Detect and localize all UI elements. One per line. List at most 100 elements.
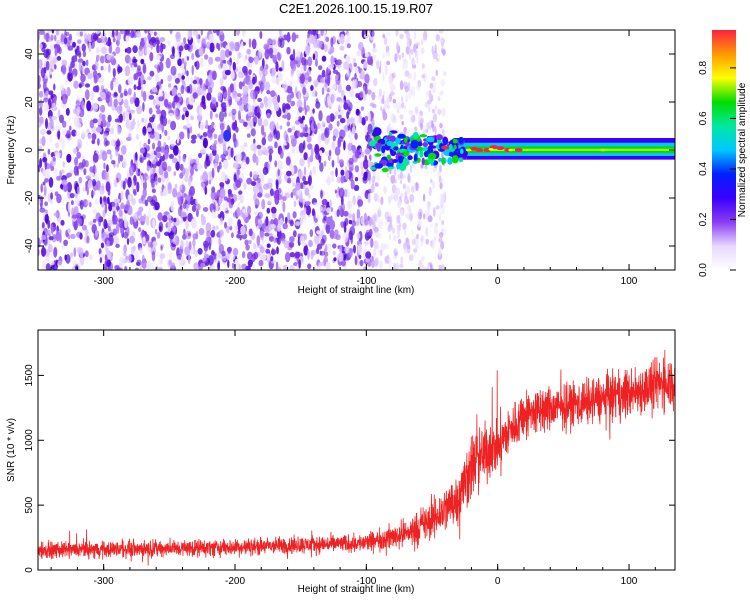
faint-noise-blob <box>378 206 381 211</box>
noise-blob <box>325 223 331 235</box>
noise-blob <box>264 69 269 76</box>
faint-noise-blob <box>373 42 376 49</box>
noise-blob <box>253 138 256 144</box>
noise-blob <box>223 91 228 98</box>
noise-blob <box>159 37 166 42</box>
noise-blob <box>359 90 364 98</box>
noise-blob <box>168 83 172 88</box>
noise-blob <box>356 217 360 226</box>
noise-blob <box>151 250 156 262</box>
faint-noise-blob <box>399 263 404 268</box>
noise-blob <box>81 224 88 231</box>
faint-noise-blob <box>388 94 392 103</box>
noise-blob <box>52 156 56 162</box>
faint-noise-blob <box>442 71 447 76</box>
noise-blob <box>363 219 369 226</box>
noise-blob <box>242 30 246 37</box>
noise-blob <box>268 47 274 55</box>
noise-blob <box>142 126 147 136</box>
noise-blob <box>332 84 337 90</box>
noise-blob <box>257 149 263 156</box>
noise-blob <box>269 68 273 74</box>
noise-blob <box>38 74 41 85</box>
noise-blob <box>326 207 332 214</box>
faint-noise-blob <box>424 164 428 170</box>
noise-blob <box>40 67 46 79</box>
noise-blob <box>48 90 54 96</box>
noise-blob <box>191 205 197 212</box>
noise-blob <box>193 164 198 170</box>
noise-blob <box>355 108 360 116</box>
noise-blob <box>319 206 323 212</box>
noise-blob <box>298 90 301 102</box>
noise-blob <box>205 236 211 242</box>
noise-blob <box>95 212 102 222</box>
noise-blob <box>54 47 58 57</box>
faint-noise-blob <box>387 254 390 264</box>
noise-blob <box>180 255 185 264</box>
noise-blob <box>330 207 334 212</box>
noise-blob <box>344 218 349 226</box>
faint-noise-blob <box>425 226 429 237</box>
noise-blob <box>190 139 197 144</box>
spectrogram-y-label: Frequency (Hz) <box>6 116 17 185</box>
faint-noise-blob <box>373 172 376 180</box>
faint-noise-blob <box>408 51 412 61</box>
noise-blob <box>164 129 168 136</box>
noise-blob <box>140 147 145 154</box>
noise-blob <box>304 187 310 196</box>
noise-blob <box>133 212 138 223</box>
noise-blob <box>38 145 43 151</box>
noise-blob <box>144 30 148 34</box>
noise-blob <box>183 55 188 63</box>
noise-blob <box>115 243 120 248</box>
noise-blob <box>305 205 311 216</box>
signal-onset-blob <box>386 135 392 140</box>
noise-blob <box>86 185 90 196</box>
noise-blob <box>216 42 220 50</box>
faint-noise-blob <box>439 30 444 34</box>
noise-blob <box>257 218 263 229</box>
noise-blob <box>307 175 312 186</box>
noise-blob <box>292 211 297 219</box>
noise-blob <box>135 30 141 38</box>
noise-blob <box>126 254 132 264</box>
noise-blob <box>121 145 127 155</box>
noise-blob <box>277 224 282 232</box>
faint-noise-blob <box>394 70 397 78</box>
noise-blob <box>81 130 87 139</box>
noise-blob <box>282 114 289 119</box>
signal-yellow-spot <box>488 148 494 151</box>
noise-blob <box>179 131 185 140</box>
noise-blob <box>174 77 180 84</box>
noise-blob <box>167 119 171 125</box>
noise-blob <box>41 260 46 270</box>
noise-blob <box>289 220 294 227</box>
noise-blob <box>160 78 164 85</box>
noise-blob <box>103 218 108 230</box>
noise-blob <box>46 130 52 135</box>
noise-blob <box>39 43 43 49</box>
noise-blob <box>222 255 227 262</box>
noise-blob <box>131 179 135 190</box>
noise-blob <box>290 134 295 139</box>
noise-blob <box>198 107 203 117</box>
signal-onset-blob <box>422 147 428 152</box>
noise-blob <box>357 243 363 255</box>
noise-blob <box>315 58 318 67</box>
noise-blob <box>129 235 136 244</box>
noise-blob <box>212 70 217 81</box>
faint-noise-blob <box>425 210 430 216</box>
noise-blob <box>224 69 231 76</box>
noise-blob <box>189 127 193 134</box>
noise-blob <box>307 263 312 270</box>
faint-noise-blob <box>432 207 436 218</box>
noise-blob <box>107 219 113 227</box>
noise-blob <box>76 106 81 115</box>
signal-onset-blob <box>386 154 392 160</box>
noise-blob <box>57 260 63 266</box>
noise-blob <box>312 108 315 114</box>
noise-blob <box>76 45 80 51</box>
noise-blob <box>356 116 361 125</box>
noise-blob <box>247 251 253 260</box>
